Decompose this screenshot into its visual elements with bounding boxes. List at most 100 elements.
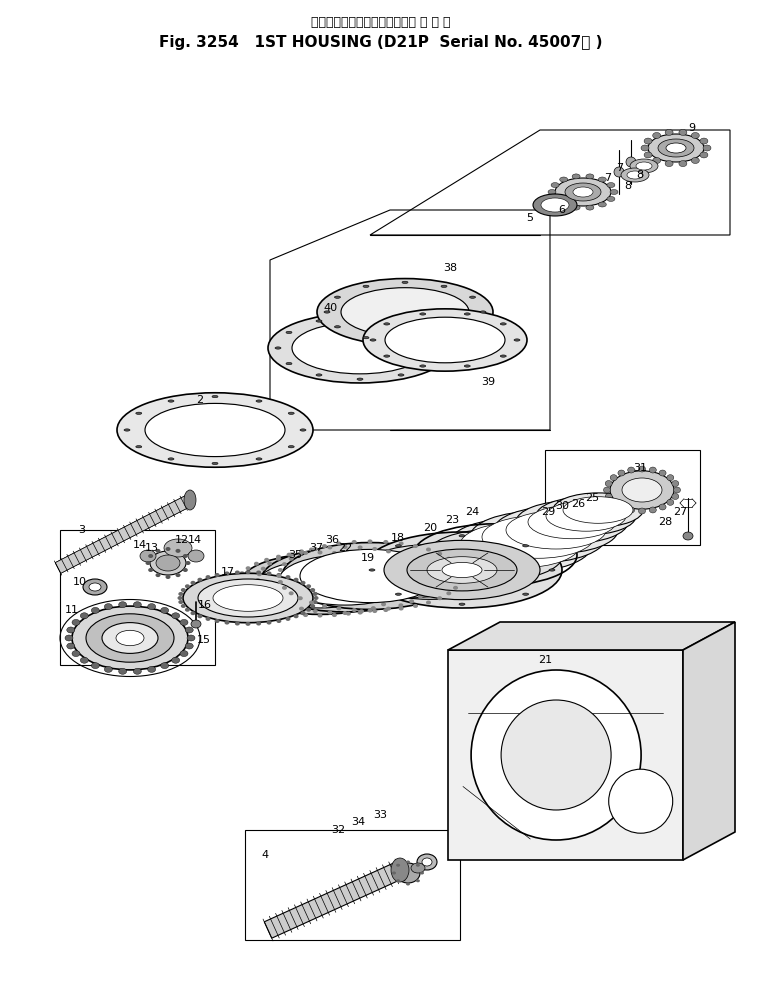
Ellipse shape <box>683 532 693 540</box>
Ellipse shape <box>523 593 529 595</box>
Ellipse shape <box>240 592 244 596</box>
Ellipse shape <box>618 504 625 510</box>
Ellipse shape <box>261 567 266 571</box>
Ellipse shape <box>334 296 340 298</box>
Ellipse shape <box>448 518 592 573</box>
Ellipse shape <box>469 326 475 328</box>
Ellipse shape <box>459 574 463 578</box>
Ellipse shape <box>156 574 160 578</box>
Ellipse shape <box>396 864 400 867</box>
Ellipse shape <box>383 540 388 544</box>
Text: 23: 23 <box>445 515 459 525</box>
Ellipse shape <box>607 197 615 202</box>
Ellipse shape <box>398 603 404 607</box>
Text: 5: 5 <box>526 213 533 223</box>
Ellipse shape <box>384 355 390 357</box>
Ellipse shape <box>346 553 351 557</box>
Ellipse shape <box>649 507 656 513</box>
Ellipse shape <box>389 597 394 601</box>
Ellipse shape <box>148 554 153 558</box>
Ellipse shape <box>172 612 179 618</box>
Ellipse shape <box>352 540 356 544</box>
Ellipse shape <box>413 604 418 608</box>
Ellipse shape <box>275 347 281 349</box>
Ellipse shape <box>516 501 628 544</box>
Ellipse shape <box>168 400 174 403</box>
Text: 4: 4 <box>262 850 269 860</box>
Ellipse shape <box>464 365 470 367</box>
Text: 35: 35 <box>288 550 302 560</box>
Ellipse shape <box>303 613 308 617</box>
Ellipse shape <box>424 589 430 593</box>
Ellipse shape <box>691 157 700 163</box>
Ellipse shape <box>314 596 318 600</box>
Ellipse shape <box>409 557 414 561</box>
Ellipse shape <box>384 323 390 325</box>
Ellipse shape <box>679 161 687 167</box>
Ellipse shape <box>316 320 322 322</box>
Ellipse shape <box>148 568 153 572</box>
Ellipse shape <box>256 400 262 403</box>
Ellipse shape <box>287 603 291 607</box>
Ellipse shape <box>124 428 130 431</box>
Ellipse shape <box>105 666 112 672</box>
Ellipse shape <box>630 159 658 173</box>
Ellipse shape <box>368 608 372 612</box>
Ellipse shape <box>652 157 661 163</box>
Ellipse shape <box>289 553 294 557</box>
Polygon shape <box>448 650 683 860</box>
Ellipse shape <box>420 313 426 315</box>
Ellipse shape <box>332 551 337 555</box>
Ellipse shape <box>565 183 601 201</box>
Ellipse shape <box>363 309 527 371</box>
Ellipse shape <box>212 396 218 398</box>
Ellipse shape <box>175 549 181 553</box>
Ellipse shape <box>298 552 303 556</box>
Ellipse shape <box>644 138 652 144</box>
Ellipse shape <box>426 600 431 604</box>
Ellipse shape <box>358 546 362 550</box>
Ellipse shape <box>406 861 410 864</box>
Ellipse shape <box>649 467 656 473</box>
Ellipse shape <box>372 547 377 551</box>
Ellipse shape <box>384 541 540 599</box>
Ellipse shape <box>72 606 188 670</box>
Ellipse shape <box>178 596 182 600</box>
Ellipse shape <box>240 572 244 576</box>
Text: 24: 24 <box>465 507 479 517</box>
Ellipse shape <box>457 580 462 584</box>
Ellipse shape <box>257 573 262 577</box>
Ellipse shape <box>288 557 294 561</box>
Ellipse shape <box>453 585 458 589</box>
Ellipse shape <box>185 607 190 611</box>
Ellipse shape <box>396 880 400 883</box>
Ellipse shape <box>363 285 369 287</box>
Text: 38: 38 <box>443 263 457 273</box>
Ellipse shape <box>185 643 193 649</box>
Ellipse shape <box>549 569 555 572</box>
Ellipse shape <box>426 548 431 552</box>
Ellipse shape <box>471 670 641 840</box>
Ellipse shape <box>533 194 577 216</box>
Ellipse shape <box>179 600 183 604</box>
Ellipse shape <box>406 883 410 886</box>
Ellipse shape <box>639 466 645 472</box>
Ellipse shape <box>586 205 594 210</box>
Ellipse shape <box>300 428 306 431</box>
Text: 17: 17 <box>221 567 235 577</box>
Ellipse shape <box>336 542 341 546</box>
Ellipse shape <box>422 858 432 866</box>
Ellipse shape <box>659 504 666 510</box>
Text: 19: 19 <box>361 553 375 563</box>
Ellipse shape <box>117 393 313 467</box>
Ellipse shape <box>286 331 292 334</box>
Ellipse shape <box>392 872 396 875</box>
Ellipse shape <box>586 174 594 179</box>
Ellipse shape <box>666 143 686 153</box>
Text: 7: 7 <box>604 173 612 183</box>
Ellipse shape <box>628 507 635 513</box>
Ellipse shape <box>420 872 424 875</box>
Ellipse shape <box>116 630 144 646</box>
Ellipse shape <box>332 613 337 617</box>
Ellipse shape <box>621 168 649 182</box>
